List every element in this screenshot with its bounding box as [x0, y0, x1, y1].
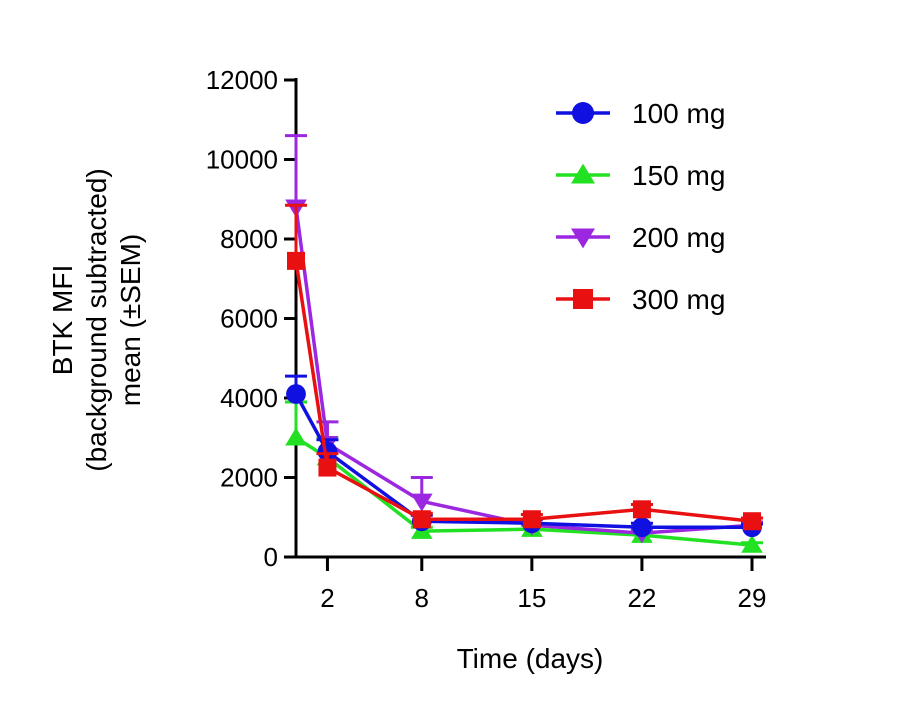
legend-item-300-mg: 300 mg: [556, 284, 725, 315]
data-point-150-mg-5: [741, 534, 763, 553]
data-point-150-mg-0: [285, 427, 307, 446]
data-point-100-mg-0: [286, 384, 306, 404]
x-tick-label-29: 29: [738, 583, 767, 613]
legend-marker-150-mg: [571, 163, 595, 184]
y-tick-label-0: 0: [264, 542, 278, 572]
legend-label-150-mg: 150 mg: [632, 160, 725, 191]
legend: 100 mg 150 mg 200 mg 300 mg: [556, 98, 725, 315]
data-point-200-mg-2: [410, 493, 433, 512]
series-layer: [285, 134, 763, 553]
series-300-mg: [285, 203, 763, 531]
x-axis-title: Time (days): [457, 643, 604, 674]
data-point-300-mg-0: [287, 251, 305, 270]
legend-marker-300-mg: [573, 289, 593, 309]
series-line-100-mg: [294, 393, 752, 529]
legend-item-150-mg: 150 mg: [556, 160, 725, 191]
legend-label-300-mg: 300 mg: [632, 284, 725, 315]
series-line-300-mg: [294, 260, 753, 523]
series-line-200-mg: [294, 206, 753, 535]
y-tick-label-6000: 6000: [220, 304, 278, 334]
data-point-300-mg-3: [522, 510, 541, 529]
legend-marker-100-mg: [572, 102, 594, 124]
data-point-300-mg-4: [632, 500, 651, 519]
data-point-100-mg-4: [632, 517, 652, 538]
data-point-300-mg-1: [318, 458, 337, 477]
data-point-100-mg-1: [317, 441, 338, 462]
y-axis-title-line-2: (background subtracted): [81, 168, 112, 472]
legend-label-100-mg: 100 mg: [632, 98, 725, 129]
y-tick-label-10000: 10000: [206, 145, 278, 175]
legend-item-200-mg: 200 mg: [556, 222, 725, 253]
x-tick-label-8: 8: [415, 583, 429, 613]
data-point-300-mg-5: [743, 512, 761, 531]
legend-item-100-mg: 100 mg: [556, 98, 725, 129]
data-point-300-mg-2: [412, 510, 431, 529]
y-tick-label-12000: 12000: [206, 65, 278, 95]
y-tick-label-2000: 2000: [220, 463, 278, 493]
y-axis: 0 2000 4000 6000 8000 10000 12000: [206, 65, 298, 572]
legend-marker-200-mg: [571, 228, 595, 249]
y-axis-title-line-1: BTK MFI: [47, 265, 78, 375]
legend-label-200-mg: 200 mg: [632, 222, 725, 253]
y-axis-title: BTK MFI (background subtracted) mean (±S…: [47, 168, 146, 472]
x-tick-label-15: 15: [517, 583, 546, 613]
y-tick-label-8000: 8000: [220, 224, 278, 254]
y-tick-label-4000: 4000: [220, 383, 278, 413]
y-axis-title-line-3: mean (±SEM): [115, 234, 146, 407]
x-tick-label-2: 2: [320, 583, 334, 613]
x-axis: 2 8 15 22 29: [295, 555, 767, 613]
x-tick-label-22: 22: [627, 583, 656, 613]
